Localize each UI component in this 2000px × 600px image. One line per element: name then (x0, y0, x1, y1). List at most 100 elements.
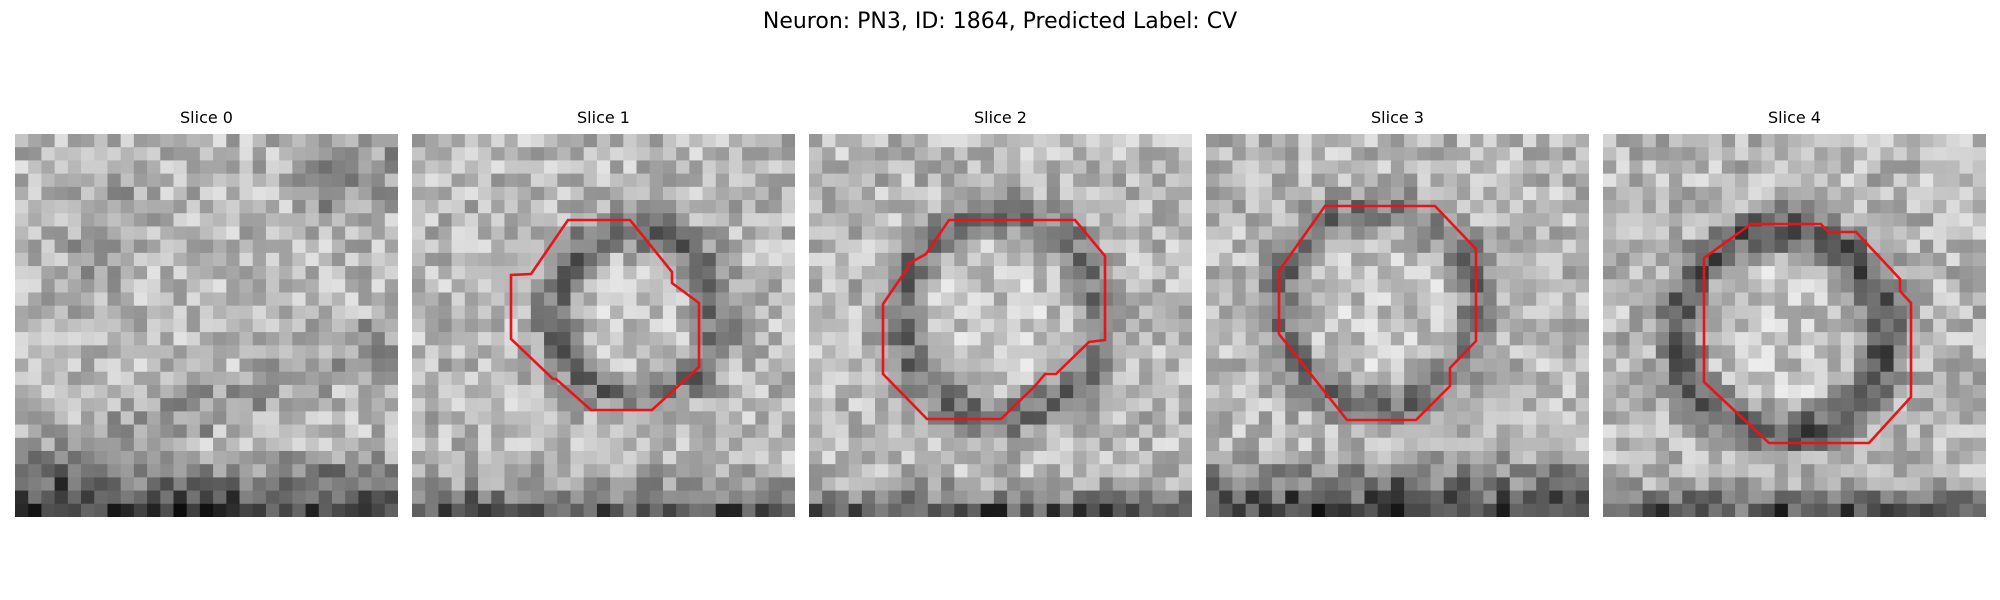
pixel-cell (1430, 147, 1445, 162)
pixel-cell (1470, 213, 1484, 228)
pixel-cell (186, 332, 201, 346)
pixel-cell (1338, 147, 1352, 162)
pixel-cell (160, 371, 175, 386)
pixel-cell (1522, 450, 1537, 465)
pixel-cell (1206, 477, 1220, 492)
pixel-cell (1033, 252, 1048, 267)
pixel-cell (173, 332, 188, 346)
pixel-cell (596, 252, 611, 267)
pixel-cell (1549, 477, 1564, 492)
pixel-cell (186, 239, 201, 254)
pixel-cell (358, 292, 373, 307)
pixel-cell (120, 345, 135, 360)
pixel-cell (1919, 437, 1934, 452)
pixel-cell (199, 239, 214, 254)
pixel-cell (1959, 503, 1974, 517)
pixel-cell (583, 345, 598, 360)
pixel-cell (570, 450, 585, 465)
pixel-cell (1787, 200, 1802, 214)
pixel-cell (94, 173, 109, 188)
pixel-cell (425, 384, 440, 399)
pixel-cell (1616, 160, 1631, 175)
pixel-cell (1258, 305, 1273, 320)
pixel-cell (1033, 464, 1048, 478)
pixel-cell (1655, 279, 1670, 294)
pixel-cell (1827, 173, 1842, 188)
pixel-cell (1867, 226, 1881, 241)
pixel-cell (1801, 503, 1815, 517)
pixel-cell (517, 147, 532, 162)
pixel-cell (1827, 252, 1842, 267)
pixel-cell (1311, 411, 1326, 426)
pixel-cell (888, 147, 903, 162)
pixel-cell (742, 332, 756, 346)
pixel-cell (107, 239, 122, 254)
pixel-cell (1603, 437, 1617, 452)
pixel-cell (1364, 173, 1379, 188)
pixel-cell (1178, 490, 1192, 505)
pixel-cell (1245, 266, 1260, 280)
pixel-cell (1695, 318, 1710, 333)
pixel-cell (199, 450, 214, 465)
pixel-cell (1708, 252, 1723, 267)
pixel-cell (1298, 186, 1313, 201)
pixel-cell (305, 490, 320, 505)
pixel-cell (133, 503, 148, 517)
pixel-cell (1206, 186, 1220, 201)
pixel-cell (1827, 318, 1842, 333)
pixel-cell (1007, 450, 1021, 465)
pixel-cell (1258, 213, 1273, 228)
pixel-cell (160, 398, 175, 412)
pixel-cell (954, 477, 969, 492)
pixel-cell (1404, 305, 1418, 320)
pixel-cell (1787, 226, 1802, 241)
pixel-cell (67, 398, 82, 412)
pixel-cell (1642, 173, 1657, 188)
pixel-cell (1748, 503, 1763, 517)
pixel-cell (1761, 252, 1776, 267)
pixel-cell (425, 200, 440, 214)
pixel-cell (530, 252, 545, 267)
pixel-cell (1059, 160, 1074, 175)
pixel-cell (1906, 384, 1921, 399)
pixel-cell (993, 371, 1008, 386)
pixel-cell (1629, 266, 1644, 280)
pixel-cell (993, 279, 1008, 294)
pixel-cell (412, 490, 426, 505)
pixel-cell (1125, 292, 1140, 307)
pixel-cell (1603, 173, 1617, 188)
pixel-cell (384, 371, 398, 386)
pixel-cell (1443, 318, 1458, 333)
pixel-cell (676, 437, 690, 452)
pixel-cell (596, 358, 611, 373)
pixel-cell (1285, 490, 1300, 505)
pixel-cell (239, 411, 254, 426)
pixel-cell (1165, 134, 1180, 148)
pixel-cell (1880, 239, 1895, 254)
pixel-cell (464, 279, 479, 294)
pixel-cell (901, 147, 916, 162)
pixel-cell (809, 279, 823, 294)
pixel-cell (1774, 450, 1789, 465)
pixel-cell (1178, 279, 1192, 294)
pixel-cell (662, 477, 677, 492)
pixel-cell (1073, 398, 1087, 412)
pixel-cell (1086, 186, 1101, 201)
pixel-cell (1575, 160, 1589, 175)
pixel-cell (1972, 358, 1986, 373)
pixel-cell (1007, 226, 1021, 241)
pixel-cell (557, 450, 572, 465)
pixel-cell (133, 200, 148, 214)
pixel-cell (1020, 398, 1035, 412)
pixel-cell (478, 398, 492, 412)
pixel-cell (755, 292, 770, 307)
pixel-cell (1324, 292, 1339, 307)
pixel-cell (1919, 239, 1934, 254)
pixel-cell (1125, 490, 1140, 505)
pixel-cell (1682, 266, 1697, 280)
pixel-cell (1417, 490, 1432, 505)
pixel-cell (1086, 134, 1101, 148)
pixel-cell (662, 226, 677, 241)
pixel-cell (292, 173, 307, 188)
pixel-cell (1178, 239, 1192, 254)
